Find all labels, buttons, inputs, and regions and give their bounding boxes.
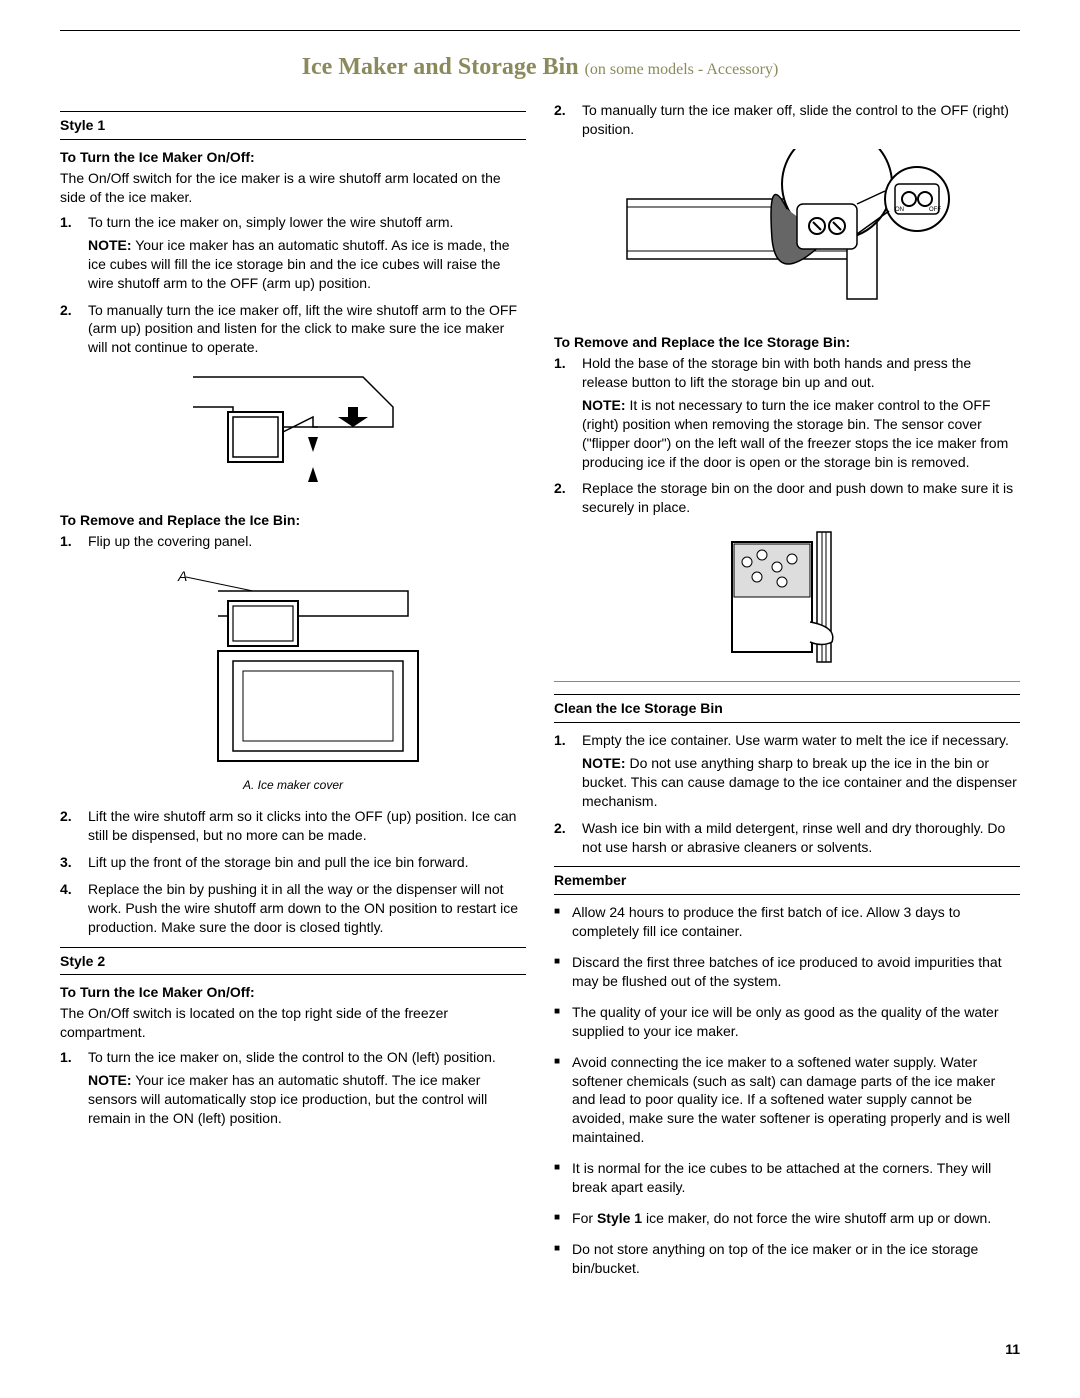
step-number: 2. (60, 807, 78, 845)
step-number: 2. (554, 479, 572, 517)
remember-item: It is normal for the ice cubes to be att… (572, 1159, 1020, 1197)
step-number: 1. (60, 1048, 78, 1128)
page-title: Ice Maker and Storage Bin (on some model… (60, 51, 1020, 83)
step-number: 2. (554, 101, 572, 139)
step-text: To turn the ice maker on, simply lower t… (88, 214, 453, 230)
step-text: Replace the bin by pushing it in all the… (88, 881, 518, 935)
step-text: Replace the storage bin on the door and … (582, 480, 1013, 515)
step-text: Lift the wire shutoff arm so it clicks i… (88, 808, 516, 843)
remember-item: Do not store anything on top of the ice … (572, 1240, 1020, 1278)
clean-steps: 1. Empty the ice container. Use warm wat… (554, 731, 1020, 856)
remember-item: Avoid connecting the ice maker to a soft… (572, 1053, 1020, 1147)
turn-onoff-steps: 1. To turn the ice maker on, simply lowe… (60, 213, 526, 357)
turn2-onoff-steps: 1. To turn the ice maker on, slide the c… (60, 1048, 526, 1128)
step-number: 1. (60, 532, 78, 551)
step-number: 2. (554, 819, 572, 857)
step-number: 1. (60, 213, 78, 293)
note-label: NOTE: (582, 397, 626, 413)
step-text: Wash ice bin with a mild detergent, rins… (582, 820, 1005, 855)
step-number: 4. (60, 880, 78, 937)
remove-bin-steps-a: 1. Flip up the covering panel. (60, 532, 526, 551)
step-number: 1. (554, 731, 572, 811)
remove-bin-heading: To Remove and Replace the Ice Bin: (60, 511, 526, 530)
note-text: Do not use anything sharp to break up th… (582, 755, 1017, 809)
note-label: NOTE: (88, 237, 132, 253)
step-text: Flip up the covering panel. (88, 533, 252, 549)
svg-text:ON: ON (895, 207, 904, 213)
turn-onoff-intro: The On/Off switch for the ice maker is a… (60, 169, 526, 207)
figure-icemaker-arm (60, 367, 526, 497)
note-text: Your ice maker has an automatic shutoff.… (88, 1072, 487, 1126)
svg-text:OFF: OFF (929, 207, 941, 213)
figure-caption: A. Ice maker cover (60, 777, 526, 793)
style1-heading: Style 1 (60, 111, 526, 140)
step-number: 1. (554, 354, 572, 471)
step-text: Lift up the front of the storage bin and… (88, 854, 469, 870)
style2-heading: Style 2 (60, 947, 526, 976)
step-text: To turn the ice maker on, slide the cont… (88, 1049, 496, 1065)
remove2-heading: To Remove and Replace the Ice Storage Bi… (554, 333, 1020, 352)
note-text: Your ice maker has an automatic shutoff.… (88, 237, 510, 291)
right-column: 2. To manually turn the ice maker off, s… (554, 101, 1020, 1289)
remember-item: The quality of your ice will be only as … (572, 1003, 1020, 1041)
turn2-onoff-intro: The On/Off switch is located on the top … (60, 1004, 526, 1042)
remember-list: Allow 24 hours to produce the first batc… (554, 903, 1020, 1277)
clean-heading: Clean the Ice Storage Bin (554, 694, 1020, 723)
figure-storage-bin (554, 527, 1020, 667)
title-sub: (on some models - Accessory) (585, 61, 779, 78)
step-text: To manually turn the ice maker off, slid… (582, 102, 1009, 137)
step-number: 3. (60, 853, 78, 872)
figure-control-switch: ON OFF (554, 149, 1020, 319)
step-text: Hold the base of the storage bin with bo… (582, 355, 971, 390)
title-main: Ice Maker and Storage Bin (302, 54, 579, 80)
figure-icemaker-cover: A A. Ice maker cover (60, 561, 526, 793)
left-column: Style 1 To Turn the Ice Maker On/Off: Th… (60, 101, 526, 1289)
remember-item: Allow 24 hours to produce the first batc… (572, 903, 1020, 941)
remember-item: Discard the first three batches of ice p… (572, 953, 1020, 991)
step-number: 2. (60, 301, 78, 358)
remove2-steps: 1. Hold the base of the storage bin with… (554, 354, 1020, 517)
remove-bin-steps-b: 2. Lift the wire shutoff arm so it click… (60, 807, 526, 936)
turn2-onoff-heading: To Turn the Ice Maker On/Off: (60, 983, 526, 1002)
note-label: NOTE: (582, 755, 626, 771)
page-number: 11 (60, 1340, 1020, 1359)
turn2-onoff-steps-cont: 2. To manually turn the ice maker off, s… (554, 101, 1020, 139)
figure-label-a: A (177, 568, 187, 584)
remember-item: For Style 1 ice maker, do not force the … (572, 1209, 991, 1228)
remember-heading: Remember (554, 866, 1020, 895)
step-text: Empty the ice container. Use warm water … (582, 732, 1009, 748)
turn-onoff-heading: To Turn the Ice Maker On/Off: (60, 148, 526, 167)
step-text: To manually turn the ice maker off, lift… (88, 302, 517, 356)
note-text: It is not necessary to turn the ice make… (582, 397, 1008, 470)
note-label: NOTE: (88, 1072, 132, 1088)
